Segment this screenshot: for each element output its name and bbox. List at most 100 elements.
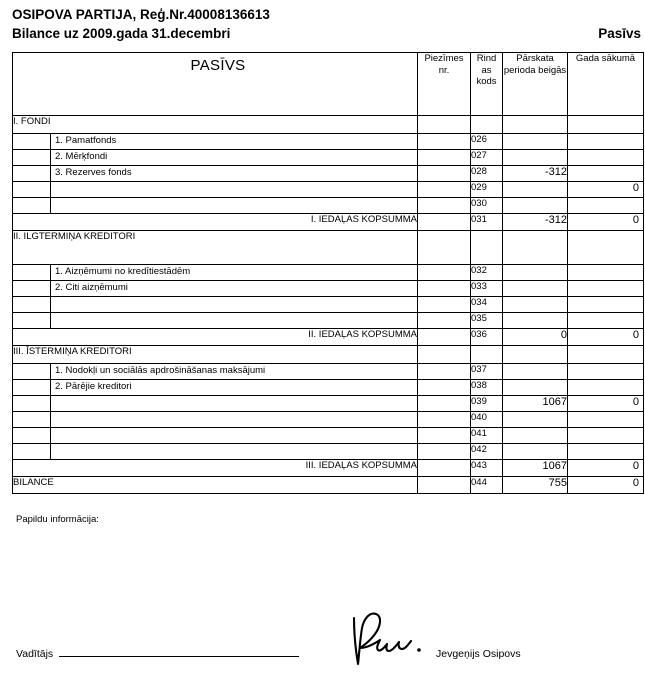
company-name: OSIPOVA PARTIJA, Reģ.Nr.40008136613 xyxy=(12,7,270,22)
cell-item-name: 3. Rezerves fonds xyxy=(12,165,418,182)
cell-row-code: 037 xyxy=(470,363,503,380)
section-heading-row: II. ILGTERMIŅA KREDITORI xyxy=(12,230,644,265)
cell-note-number xyxy=(417,280,471,297)
item-label xyxy=(51,198,417,213)
indent-gutter xyxy=(13,396,51,411)
cell-period-end xyxy=(502,363,568,380)
table-row: 042 xyxy=(12,443,644,460)
table-body: I. FONDI 1. Pamatfonds 026 2. Mērķfondi 027 3… xyxy=(12,115,644,494)
cell-period-end xyxy=(502,379,568,396)
cell-year-start xyxy=(567,296,644,313)
signature-line xyxy=(59,655,300,657)
cell-year-start xyxy=(567,230,644,265)
cell-item-name: 1. Nodokļi un sociālās apdrošināšanas ma… xyxy=(12,363,418,380)
cell-row-code: 030 xyxy=(470,197,503,214)
cell-row-code: 043 xyxy=(470,459,503,477)
section-heading-row: III. ĪSTERMIŅA KREDITORI xyxy=(12,345,644,364)
column-header-period-end: Pārskata perioda beigās xyxy=(502,52,568,116)
indent-gutter xyxy=(13,281,51,296)
cell-period-end xyxy=(502,149,568,166)
indent-gutter xyxy=(13,150,51,165)
table-row: 040 xyxy=(12,411,644,428)
section-total-label: II. IEDAĻAS KOPSUMMA xyxy=(12,328,418,346)
cell-period-end xyxy=(502,181,568,198)
table-row: 039 1067 0 xyxy=(12,395,644,412)
cell-note-number xyxy=(417,411,471,428)
document-header: OSIPOVA PARTIJA, Reģ.Nr.40008136613 Bila… xyxy=(12,5,643,43)
cell-note-number xyxy=(417,379,471,396)
handwritten-signature-icon xyxy=(348,610,458,670)
column-header-code: Rind as kods xyxy=(470,52,503,116)
cell-item-name: 2. Pārējie kreditori xyxy=(12,379,418,396)
item-label: 2. Pārējie kreditori xyxy=(55,381,132,392)
table-row: 2. Mērķfondi 027 xyxy=(12,149,644,166)
cell-period-end xyxy=(502,443,568,460)
signatory-name: Jevgeņijs Osipovs xyxy=(436,648,521,660)
cell-period-end: -312 xyxy=(502,165,568,182)
cell-period-end xyxy=(502,280,568,297)
indent-gutter xyxy=(13,265,51,280)
cell-note-number xyxy=(417,363,471,380)
indent-gutter xyxy=(13,444,51,459)
cell-note-number xyxy=(417,213,471,231)
cell-note-number xyxy=(417,264,471,281)
cell-period-end: -312 xyxy=(502,213,568,231)
cell-item-name xyxy=(12,197,418,214)
item-label: 1. Nodokļi un sociālās apdrošināšanas ma… xyxy=(55,365,266,376)
cell-note-number xyxy=(417,345,471,364)
section-heading-label: I. FONDI xyxy=(12,115,418,134)
cell-period-end xyxy=(502,296,568,313)
cell-item-name xyxy=(12,395,418,412)
cell-year-start xyxy=(567,264,644,281)
cell-year-start xyxy=(567,427,644,444)
item-label xyxy=(51,313,417,328)
indent-gutter xyxy=(13,182,51,197)
cell-note-number xyxy=(417,312,471,329)
item-label: 2. Mērķfondi xyxy=(55,151,108,162)
table-header-row: PASĪVS Piezīmes nr. Rind as kods Pārskat… xyxy=(12,52,644,116)
item-label xyxy=(51,428,417,443)
cell-period-end xyxy=(502,115,568,134)
item-label xyxy=(51,412,417,427)
table-row: 1. Aizņēmumi no kredītiestādēm 032 xyxy=(12,264,644,281)
cell-item-name xyxy=(12,181,418,198)
cell-row-code: 041 xyxy=(470,427,503,444)
cell-year-start xyxy=(567,379,644,396)
cell-row-code xyxy=(470,345,503,364)
cell-row-code: 032 xyxy=(470,264,503,281)
section-total-row: III. IEDAĻAS KOPSUMMA 043 1067 0 xyxy=(12,459,644,477)
table-row: 2. Pārējie kreditori 038 xyxy=(12,379,644,396)
cell-note-number xyxy=(417,395,471,412)
cell-year-start xyxy=(567,165,644,182)
cell-period-end: 1067 xyxy=(502,459,568,477)
cell-row-code: 040 xyxy=(470,411,503,428)
cell-item-name: 2. Citi aizņēmumi xyxy=(12,280,418,297)
indent-gutter xyxy=(13,412,51,427)
cell-year-start: 0 xyxy=(567,181,644,198)
cell-year-start xyxy=(567,363,644,380)
cell-note-number xyxy=(417,328,471,346)
item-label xyxy=(51,444,417,459)
cell-note-number xyxy=(417,181,471,198)
cell-row-code: 036 xyxy=(470,328,503,346)
cell-row-code xyxy=(470,230,503,265)
cell-year-start xyxy=(567,280,644,297)
cell-period-end xyxy=(502,427,568,444)
column-header-name: PASĪVS xyxy=(12,52,418,116)
cell-row-code: 035 xyxy=(470,312,503,329)
cell-year-start: 0 xyxy=(567,328,644,346)
table-row: 034 xyxy=(12,296,644,313)
cell-period-end xyxy=(502,345,568,364)
balance-sheet-table: PASĪVS Piezīmes nr. Rind as kods Pārskat… xyxy=(12,52,644,494)
cell-row-code: 028 xyxy=(470,165,503,182)
cell-row-code: 029 xyxy=(470,181,503,198)
item-label: 3. Rezerves fonds xyxy=(55,167,132,178)
table-row: 3. Rezerves fonds 028 -312 xyxy=(12,165,644,182)
cell-year-start xyxy=(567,115,644,134)
cell-note-number xyxy=(417,149,471,166)
cell-row-code: 038 xyxy=(470,379,503,396)
cell-item-name xyxy=(12,312,418,329)
cell-year-start xyxy=(567,197,644,214)
cell-item-name xyxy=(12,443,418,460)
cell-row-code: 027 xyxy=(470,149,503,166)
